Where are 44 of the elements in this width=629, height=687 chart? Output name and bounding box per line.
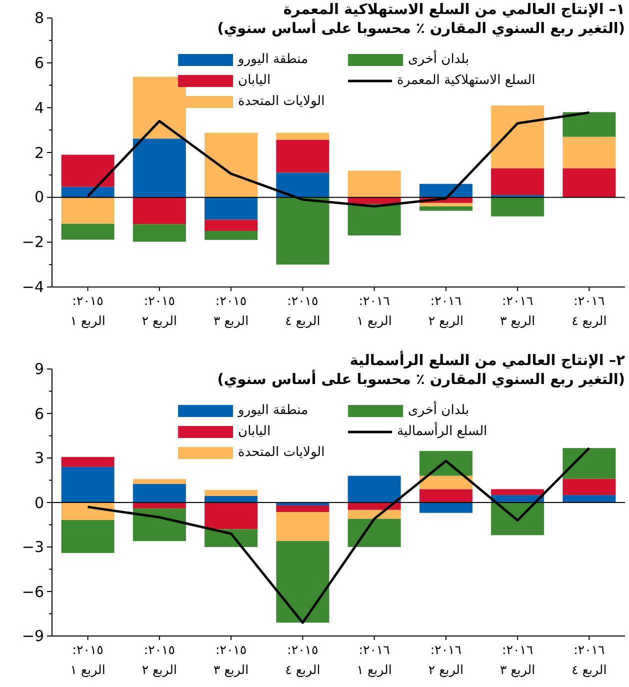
y-tick-label: 9 bbox=[34, 360, 44, 378]
x-tick-label: ٢٠١٦: الربع ٣ bbox=[499, 641, 536, 679]
legend-label: منطقة اليورو bbox=[238, 51, 308, 69]
x-tick-label: ٢٠١٥: الربع ٤ bbox=[284, 292, 322, 330]
y-tick-label: 6 bbox=[34, 54, 44, 72]
y-tick-label: −4 bbox=[22, 278, 44, 296]
y-tick-label: −6 bbox=[22, 582, 44, 600]
x-tick-label: ٢٠١٥: الربع ٢ bbox=[140, 292, 178, 330]
y-tick-label: 8 bbox=[34, 9, 44, 27]
x-tick-label: ٢٠١٥: الربع ٣ bbox=[212, 641, 250, 679]
y-tick-label: 2 bbox=[34, 144, 44, 162]
legend-label: الولايات المتحدة bbox=[238, 444, 325, 462]
x-tick-label: ٢٠١٦: الربع ٤ bbox=[570, 292, 608, 330]
x-tick-label: ٢٠١٥: الربع ٣ bbox=[212, 292, 250, 330]
chart-subtitle: (التغير ربع السنوي المقارن ٪ محسوبا على أساس سنوي) bbox=[217, 371, 625, 390]
x-tick-label: ٢٠١٦: الربع ٣ bbox=[499, 292, 536, 330]
legend-label: الولايات المتحدة bbox=[238, 93, 325, 111]
y-tick-label: 0 bbox=[34, 494, 44, 512]
x-tick-label: ٢٠١٥: الربع ١ bbox=[69, 641, 106, 679]
y-tick-label: −3 bbox=[22, 538, 44, 556]
x-tick-label: ٢٠١٦: الربع ٢ bbox=[427, 641, 464, 679]
y-tick-label: 0 bbox=[34, 188, 44, 206]
x-tick-label: ٢٠١٥: الربع ١ bbox=[69, 292, 106, 330]
chart-subtitle: (التغير ربع السنوي المقارن ٪ محسوبا على أساس سنوي) bbox=[217, 20, 625, 39]
chart-title: ١– الإنتاج العالمي من السلع الاستهلاكية المعمرة bbox=[282, 1, 625, 18]
chart-title: ٢– الإنتاج العالمي من السلع الرأسمالية bbox=[348, 352, 625, 371]
legend-label: بلدان أخرى bbox=[408, 402, 470, 420]
legend-label: اليابان bbox=[238, 72, 271, 90]
x-tick-label: ٢٠١٥: الربع ٤ bbox=[284, 641, 322, 679]
y-tick-label: 3 bbox=[34, 449, 44, 467]
legend-label: السلع الاستهلاكية المعمرة bbox=[397, 72, 536, 90]
y-tick-label: 6 bbox=[34, 404, 44, 422]
x-tick-label: ٢٠١٦: الربع ٤ bbox=[570, 641, 608, 679]
x-tick-label: ٢٠١٥: الربع ٢ bbox=[140, 641, 178, 679]
legend-label: السلع الرأسمالية bbox=[397, 423, 488, 441]
legend-label: منطقة اليورو bbox=[238, 402, 308, 420]
x-tick-label: ٢٠١٦: الربع ١ bbox=[356, 641, 393, 679]
x-tick-label: ٢٠١٦: الربع ١ bbox=[356, 292, 393, 330]
x-tick-label: ٢٠١٦: الربع ٢ bbox=[427, 292, 464, 330]
legend-label: بلدان أخرى bbox=[408, 51, 470, 69]
y-tick-label: 4 bbox=[34, 98, 44, 117]
y-tick-label: −2 bbox=[22, 233, 44, 252]
legend-label: اليابان bbox=[238, 423, 271, 441]
y-tick-label: −9 bbox=[22, 627, 44, 645]
